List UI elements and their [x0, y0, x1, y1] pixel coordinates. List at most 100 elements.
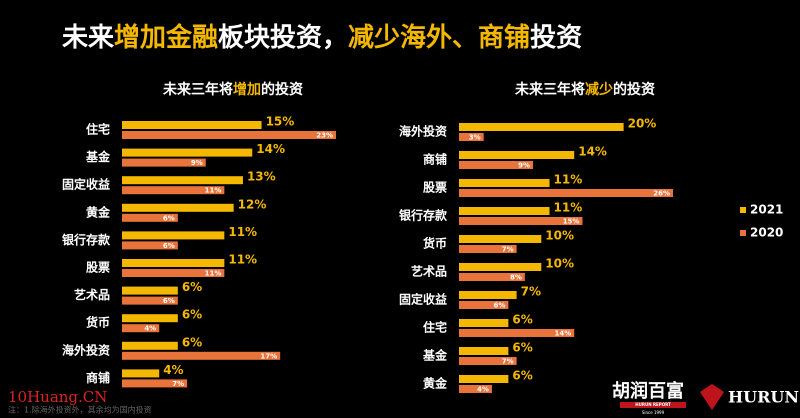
bar	[122, 213, 178, 222]
bar	[122, 286, 178, 295]
value-label: 11%	[554, 201, 583, 215]
value-label: 4%	[144, 325, 156, 333]
category-label: 货币	[423, 236, 447, 251]
logo-report: HURUN REPORT	[635, 402, 671, 407]
bar	[459, 385, 492, 393]
value-label: 4%	[477, 386, 489, 394]
chart-subtitle: 未来三年将增加的投资	[163, 81, 303, 98]
legend-label: 2020	[750, 226, 783, 240]
value-label: 8%	[510, 274, 522, 282]
bar	[122, 158, 206, 167]
value-label: 23%	[316, 132, 333, 140]
bar	[459, 347, 509, 355]
category-label: 基金	[85, 149, 111, 164]
bar	[122, 351, 281, 360]
bar	[122, 379, 188, 388]
bar	[122, 369, 160, 378]
footnote: 注：1.除海外投资外，其余均为国内投资	[8, 405, 152, 415]
subtitle-part: 增加	[233, 81, 261, 98]
bar	[459, 301, 509, 309]
bar	[459, 133, 484, 141]
category-label: 黄金	[423, 376, 448, 391]
value-label: 6%	[493, 302, 505, 310]
bar	[122, 231, 225, 240]
value-label: 6%	[182, 335, 202, 349]
category-label: 货币	[86, 315, 110, 330]
category-label: 艺术品	[74, 287, 110, 302]
category-label: 海外投资	[62, 342, 110, 357]
bar	[459, 263, 542, 271]
bar	[459, 207, 550, 215]
value-label: 12%	[238, 197, 267, 211]
value-label: 14%	[578, 145, 607, 159]
category-label: 股票	[86, 260, 110, 275]
category-label: 银行存款	[62, 232, 111, 247]
legend-swatch	[740, 230, 746, 236]
bar	[122, 148, 253, 157]
value-label: 11%	[205, 270, 222, 278]
bar	[122, 314, 178, 323]
subtitle-part: 的投资	[613, 81, 655, 98]
value-label: 13%	[247, 170, 276, 184]
value-label: 15%	[563, 218, 580, 226]
value-label: 7%	[502, 246, 514, 254]
category-label: 黄金	[86, 204, 111, 219]
bar	[459, 357, 517, 365]
legend-label: 2021	[750, 203, 783, 217]
value-label: 10%	[545, 229, 574, 243]
bar	[122, 131, 336, 139]
category-label: 基金	[422, 348, 448, 363]
slide-title: 未来增加金融板块投资，减少海外、商铺投资	[62, 22, 582, 53]
category-label: 艺术品	[411, 264, 447, 279]
bar	[459, 273, 525, 281]
value-label: 26%	[653, 190, 670, 198]
value-label: 9%	[518, 162, 530, 170]
value-label: 10%	[545, 257, 574, 271]
category-label: 海外投资	[399, 124, 447, 139]
value-label: 11%	[205, 187, 222, 195]
category-label: 固定收益	[62, 177, 110, 192]
value-label: 6%	[163, 297, 175, 305]
title-part: 投资	[530, 23, 582, 53]
subtitle-part: 未来三年将	[515, 81, 585, 98]
bar	[122, 269, 225, 277]
category-label: 商铺	[423, 152, 447, 167]
value-label: 11%	[228, 225, 257, 239]
bar	[459, 189, 673, 197]
subtitle-part: 减少	[585, 81, 613, 98]
bar	[122, 241, 178, 250]
bar	[459, 161, 534, 169]
bar	[459, 123, 624, 131]
bar	[459, 329, 575, 337]
value-label: 7%	[521, 285, 541, 299]
value-label: 14%	[256, 142, 285, 156]
bar	[459, 179, 550, 187]
value-label: 9%	[191, 159, 203, 167]
title-part: 增加金融	[114, 22, 218, 53]
bar	[122, 186, 225, 195]
logo-cn: 胡润百富	[612, 380, 684, 402]
category-label: 住宅	[423, 320, 447, 335]
value-label: 4%	[163, 363, 183, 377]
bar	[459, 235, 542, 243]
value-label: 3%	[469, 134, 481, 142]
title-part: 未来	[62, 23, 115, 53]
logo-mark	[700, 384, 724, 410]
bar	[122, 203, 234, 212]
value-label: 7%	[172, 380, 184, 388]
legend-swatch	[740, 207, 746, 213]
value-label: 7%	[502, 358, 514, 366]
bar	[122, 341, 178, 350]
logo-hurun: HURUN	[728, 388, 799, 407]
chart-subtitle: 未来三年将减少的投资	[515, 81, 655, 98]
title-part: 板块投资，	[218, 23, 348, 53]
bar	[122, 176, 243, 185]
category-label: 银行存款	[399, 208, 448, 223]
value-label: 17%	[260, 352, 277, 360]
bar	[122, 259, 225, 267]
logo-since: Since 1999	[642, 410, 665, 415]
value-label: 11%	[228, 253, 257, 267]
bar	[122, 296, 178, 305]
value-label: 6%	[512, 369, 532, 383]
